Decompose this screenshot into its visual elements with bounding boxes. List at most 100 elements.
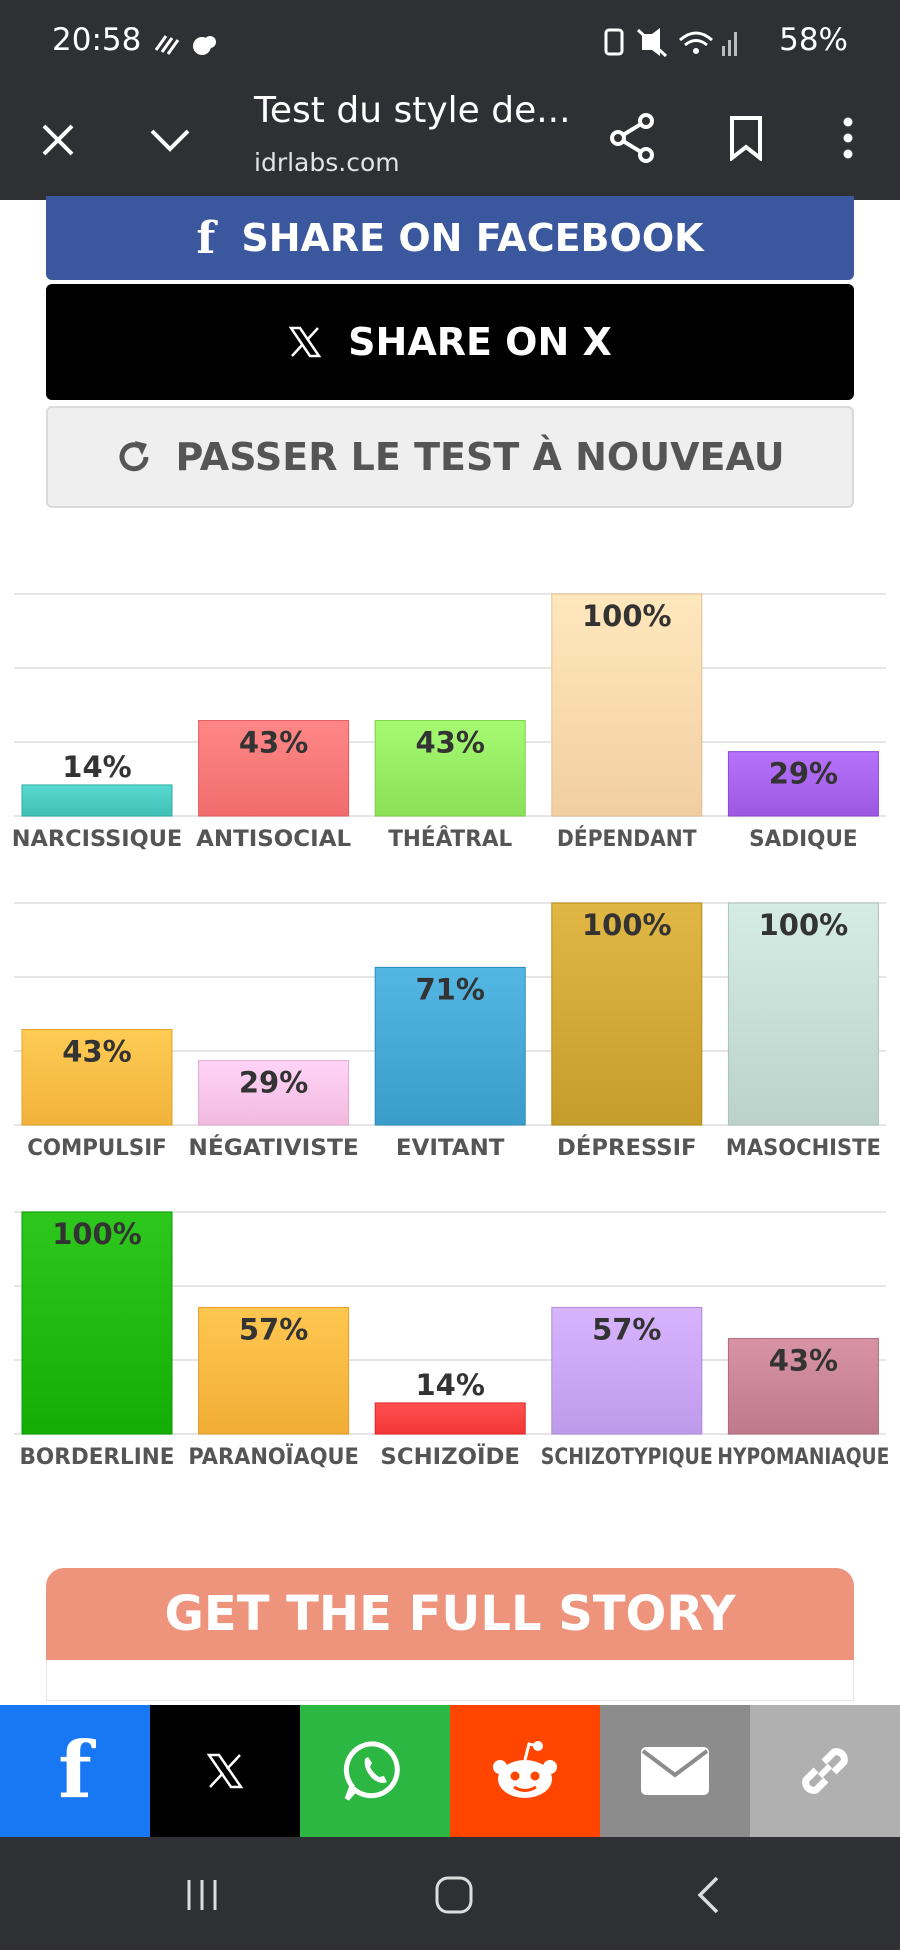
bar-value-label: 100% — [582, 908, 672, 942]
category-label: THÉÂTRAL — [388, 826, 512, 852]
full-story-content — [46, 1660, 854, 1701]
redo-icon — [120, 441, 149, 472]
more-vertical-icon — [843, 117, 853, 159]
close-button[interactable] — [22, 104, 94, 176]
bar-dépendant — [551, 593, 703, 817]
bar-value-label: 43% — [769, 1344, 838, 1378]
home-icon — [435, 1876, 473, 1914]
share-bar-facebook-button[interactable]: f — [0, 1705, 150, 1837]
share-x-label: SHARE ON X — [348, 320, 612, 364]
results-chart-2: 43% COMPULSIF 29% NÉGATIVISTE 71% EVITANT 100%… — [0, 899, 900, 1169]
retake-test-button[interactable]: PASSER LE TEST À NOUVEAU — [46, 406, 854, 508]
browser-toolbar: Test du style de... idrlabs.com — [0, 84, 900, 200]
bar-compulsif — [21, 1029, 173, 1126]
bar-value-label: 14% — [62, 750, 131, 784]
category-label: DÉPENDANT — [557, 826, 697, 852]
system-nav-bar — [0, 1837, 900, 1950]
bar-value-label: 14% — [415, 1368, 484, 1402]
share-facebook-label: SHARE ON FACEBOOK — [241, 216, 704, 260]
bar-value-label: 29% — [239, 1066, 308, 1100]
battery-level: 58% — [779, 22, 848, 58]
bar-paranoïaque — [198, 1306, 350, 1435]
share-facebook-button[interactable]: f SHARE ON FACEBOOK — [46, 196, 854, 280]
chevron-down-icon — [150, 129, 190, 152]
x-logo-icon — [288, 326, 322, 358]
back-icon — [697, 1876, 719, 1914]
bar-schizoïde — [374, 1402, 526, 1435]
bar-narcissique — [21, 784, 173, 817]
category-label: EVITANT — [396, 1136, 505, 1161]
status-bar: 20:58 58% — [0, 0, 900, 84]
bar-value-label: 100% — [582, 599, 672, 633]
share-page-button[interactable] — [596, 102, 668, 174]
category-label: SCHIZOTYPIQUE — [541, 1445, 713, 1470]
category-label: SCHIZOÏDE — [380, 1444, 520, 1470]
bar-borderline — [21, 1211, 173, 1435]
full-story-banner[interactable]: GET THE FULL STORY — [46, 1568, 854, 1660]
bar-antisocial — [198, 720, 350, 817]
link-icon — [802, 1748, 848, 1794]
facebook-icon: f — [58, 1725, 92, 1816]
results-chart-3: 100% BORDERLINE 57% PARANOÏAQUE 14% SCHIZOÏDE… — [0, 1208, 900, 1478]
full-story-title: GET THE FULL STORY — [164, 1586, 736, 1642]
retake-test-label: PASSER LE TEST À NOUVEAU — [175, 435, 785, 479]
category-label: COMPULSIF — [27, 1136, 167, 1161]
email-icon — [641, 1747, 709, 1795]
category-label: SADIQUE — [749, 827, 858, 852]
bar-value-label: 43% — [62, 1035, 131, 1069]
bar-value-label: 29% — [769, 757, 838, 791]
menu-button[interactable] — [812, 102, 884, 174]
share-bar-x-button[interactable] — [150, 1705, 300, 1837]
share-bar-whatsapp-button[interactable] — [300, 1705, 450, 1837]
status-icons — [604, 28, 737, 58]
back-button[interactable] — [666, 1859, 750, 1931]
whatsapp-icon — [343, 1741, 400, 1801]
share-x-button[interactable]: SHARE ON X — [46, 284, 854, 400]
bar-dépressif — [551, 902, 703, 1126]
bar-négativiste — [198, 1060, 350, 1126]
recent-apps-icon — [187, 1880, 217, 1910]
reddit-icon — [493, 1741, 557, 1798]
bar-chart-3: 100% BORDERLINE 57% PARANOÏAQUE 14% SCHIZOÏDE… — [14, 1211, 889, 1470]
bar-sadique — [727, 751, 879, 817]
collapse-button[interactable] — [134, 104, 206, 176]
bar-value-label: 57% — [239, 1312, 308, 1346]
category-label: BORDERLINE — [20, 1445, 175, 1470]
category-label: DÉPRESSIF — [557, 1135, 697, 1161]
bookmark-button[interactable] — [710, 102, 782, 174]
share-bar-reddit-button[interactable] — [450, 1705, 600, 1837]
page-domain[interactable]: idrlabs.com — [254, 148, 400, 177]
bookmark-icon — [730, 116, 762, 161]
facebook-icon: f — [196, 212, 216, 264]
share-bar: f — [0, 1705, 900, 1837]
recent-apps-button[interactable] — [160, 1859, 244, 1931]
bar-schizotypique — [551, 1306, 703, 1435]
bar-hypomaniaque — [727, 1338, 879, 1435]
bar-value-label: 43% — [415, 726, 484, 760]
bar-value-label: 71% — [415, 972, 484, 1006]
bar-théâtral — [374, 720, 526, 817]
category-label: PARANOÏAQUE — [188, 1444, 359, 1470]
bar-value-label: 57% — [592, 1312, 661, 1346]
home-button[interactable] — [412, 1859, 496, 1931]
category-label: HYPOMANIAQUE — [717, 1445, 889, 1470]
category-label: NÉGATIVISTE — [188, 1135, 359, 1161]
share-icon — [610, 113, 654, 163]
clock: 20:58 — [52, 22, 142, 58]
category-label: MASOCHISTE — [726, 1136, 881, 1161]
share-bar-email-button[interactable] — [600, 1705, 750, 1837]
category-label: NARCISSIQUE — [12, 827, 183, 852]
bar-evitant — [374, 966, 526, 1126]
bar-chart-1: 14% NARCISSIQUE 43% ANTISOCIAL 43% THÉÂTRAL 10… — [12, 593, 886, 852]
bar-value-label: 100% — [759, 908, 849, 942]
bar-value-label: 100% — [52, 1217, 142, 1251]
results-chart-1: 14% NARCISSIQUE 43% ANTISOCIAL 43% THÉÂTRAL 10… — [0, 590, 900, 860]
bar-masochiste — [727, 902, 879, 1126]
page-title[interactable]: Test du style de... — [254, 90, 571, 131]
bar-chart-2: 43% COMPULSIF 29% NÉGATIVISTE 71% EVITANT 100%… — [14, 902, 886, 1161]
close-icon — [42, 124, 74, 156]
category-label: ANTISOCIAL — [196, 827, 351, 852]
share-bar-copy-link-button[interactable] — [750, 1705, 900, 1837]
bar-value-label: 43% — [239, 726, 308, 760]
weather-icon — [154, 35, 216, 55]
